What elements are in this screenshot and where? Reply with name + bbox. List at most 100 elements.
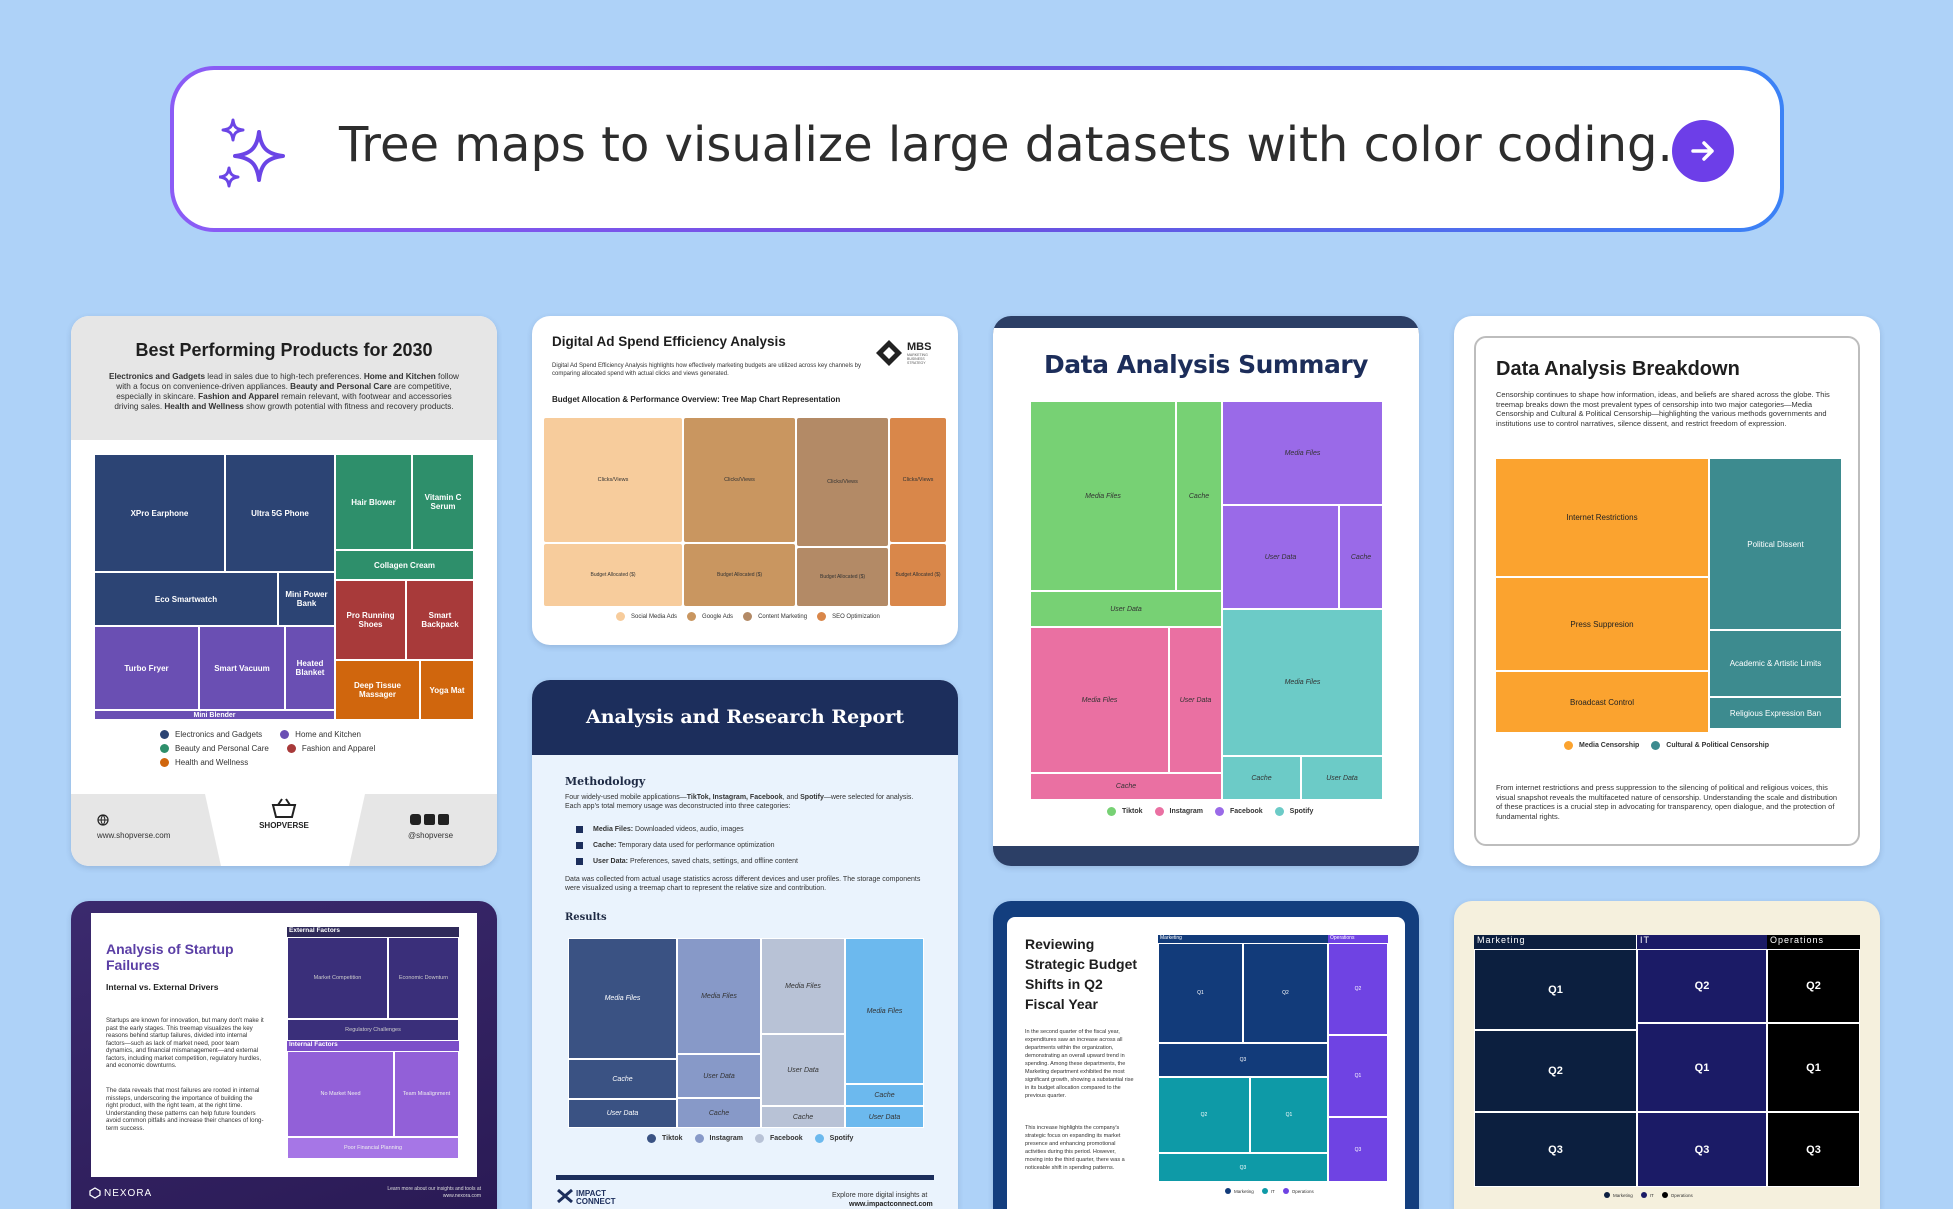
treemap-tile: Q1 bbox=[1328, 1035, 1388, 1117]
template-card-digital-ad-spend[interactable]: Digital Ad Spend Efficiency Analysis MBS… bbox=[532, 316, 958, 645]
method-paragraph: Data was collected from actual usage sta… bbox=[565, 876, 921, 892]
treemap-tile: Media Files bbox=[845, 938, 924, 1084]
facebook-icon bbox=[424, 814, 435, 825]
submit-button[interactable] bbox=[1672, 120, 1734, 182]
treemap-tile: Broadcast Control bbox=[1495, 671, 1709, 733]
treemap-tile: Clicks/Views bbox=[543, 417, 683, 543]
treemap-tile: Pro Running Shoes bbox=[335, 580, 406, 660]
treemap-tile: Q3 bbox=[1158, 1153, 1328, 1182]
treemap-tile: Press Suppresion bbox=[1495, 577, 1709, 671]
template-card-analysis-research-report[interactable]: Analysis and Research Report Methodology… bbox=[532, 680, 958, 1209]
intro-text: Four widely-used mobile applications—Tik… bbox=[565, 794, 914, 810]
treemap-tile: Budget Allocated ($) bbox=[543, 543, 683, 607]
treemap-tile: Heated Blanket bbox=[285, 626, 335, 710]
footer-url: www.impactconnect.com bbox=[849, 1201, 933, 1208]
chart-legend: Marketing IT Operations bbox=[1225, 1188, 1314, 1194]
group-label: IT bbox=[1637, 935, 1767, 949]
section-heading: Results bbox=[565, 912, 607, 923]
treemap-tile: Regulatory Challenges bbox=[287, 1019, 459, 1041]
treemap-tile: Cache bbox=[1339, 505, 1383, 609]
paragraph-1: Startups are known for innovation, but m… bbox=[106, 1017, 264, 1069]
treemap-tile: Clicks/Views bbox=[889, 417, 947, 543]
treemap-tile: Budget Allocated ($) bbox=[683, 543, 796, 607]
card-title: Analysis and Research Report bbox=[586, 706, 904, 728]
treemap-tile: Media Files bbox=[1030, 401, 1176, 591]
template-card-data-analysis-summary[interactable]: Data Analysis Summary Media Files Cache … bbox=[993, 316, 1419, 866]
footer-website: www.shopverse.com bbox=[97, 831, 171, 840]
group-label: Marketing bbox=[1158, 935, 1328, 943]
template-card-department-quarters[interactable]: Marketing Q1 Q2 Q3 IT Q2 Q1 Q3 Operation… bbox=[1454, 901, 1880, 1209]
treemap-tile: Q2 bbox=[1243, 943, 1328, 1043]
treemap-tile: Cache bbox=[1030, 773, 1222, 800]
treemap-tile: Economic Downturn bbox=[388, 937, 459, 1019]
treemap-tile: Q2 bbox=[1637, 949, 1767, 1023]
treemap-tile: Smart Vacuum bbox=[199, 626, 285, 710]
treemap-tile: Q2 bbox=[1474, 1030, 1637, 1112]
treemap-tile: Cache bbox=[761, 1106, 845, 1128]
treemap-tile: Eco Smartwatch bbox=[94, 572, 278, 626]
group-label: Operations bbox=[1328, 935, 1388, 943]
treemap-tile: Q1 bbox=[1474, 949, 1637, 1030]
template-card-best-performing-products[interactable]: Best Performing Products for 2030 Electr… bbox=[71, 316, 497, 866]
treemap-tile: Collagen Cream bbox=[335, 550, 474, 580]
treemap-tile: User Data bbox=[677, 1054, 761, 1098]
nexora-logo-icon bbox=[89, 1187, 101, 1199]
treemap-tile: User Data bbox=[1301, 756, 1383, 800]
treemap-tile: Q2 bbox=[1328, 943, 1388, 1035]
treemap: Media Files Cache User Data Media Files … bbox=[1030, 401, 1383, 800]
treemap-tile: Media Files bbox=[761, 938, 845, 1034]
treemap-tile: Q2 bbox=[1158, 1077, 1250, 1153]
globe-icon bbox=[97, 814, 109, 826]
prompt-search-bar[interactable]: Tree maps to visualize large datasets wi… bbox=[170, 66, 1784, 232]
chart-legend: Electronics and Gadgets Home and Kitchen … bbox=[160, 730, 420, 767]
arrow-right-icon bbox=[1691, 141, 1714, 161]
treemap-tile: User Data bbox=[845, 1106, 924, 1128]
treemap-tile: Media Files bbox=[1030, 627, 1169, 773]
treemap-tile: Political Dissent bbox=[1709, 458, 1842, 630]
template-card-data-analysis-breakdown[interactable]: Data Analysis Breakdown Censorship conti… bbox=[1454, 316, 1880, 866]
treemap: Clicks/Views Budget Allocated ($) Clicks… bbox=[543, 417, 947, 607]
treemap-tile: Q3 bbox=[1158, 1043, 1328, 1077]
treemap-tile: User Data bbox=[1169, 627, 1222, 773]
treemap-tile: Media Files bbox=[1222, 609, 1383, 756]
instagram-icon bbox=[410, 814, 421, 825]
treemap-tile: Q1 bbox=[1767, 1023, 1860, 1112]
brand-name: SHOPVERSE bbox=[259, 821, 309, 830]
bullet-list: Media Files: Downloaded videos, audio, i… bbox=[576, 821, 798, 869]
card-description: Censorship continues to shape how inform… bbox=[1496, 390, 1830, 428]
impact-logo-icon bbox=[557, 1188, 573, 1204]
treemap-tile: Media Files bbox=[1222, 401, 1383, 505]
treemap-tile: Cache bbox=[1176, 401, 1222, 591]
treemap-tile: User Data bbox=[568, 1099, 677, 1128]
chart-legend: Tiktok Instagram Facebook Spotify bbox=[1107, 807, 1313, 816]
treemap-tile: Cache bbox=[845, 1084, 924, 1106]
template-card-budget-shifts[interactable]: Reviewing Strategic Budget Shifts in Q2 … bbox=[993, 901, 1419, 1209]
card-description: Digital Ad Spend Efficiency Analysis hig… bbox=[552, 363, 861, 377]
social-handle: @shopverse bbox=[408, 831, 454, 840]
treemap-tile: Academic & Artistic Limits bbox=[1709, 630, 1842, 697]
card-title: Reviewing Strategic Budget Shifts in Q2 … bbox=[1025, 936, 1138, 1012]
chart-legend: Marketing IT Operations bbox=[1604, 1192, 1693, 1198]
treemap-tile: Hair Blower bbox=[335, 454, 412, 550]
paragraph-2: The data reveals that most failures are … bbox=[106, 1087, 264, 1132]
footer-text: Learn more about our insights and tools … bbox=[387, 1186, 481, 1199]
treemap-tile: Yoga Mat bbox=[420, 660, 474, 720]
treemap-tile: Q1 bbox=[1158, 943, 1243, 1043]
treemap: Marketing Q1 Q2 Q3 IT Q2 Q1 Q3 Operation… bbox=[1158, 935, 1388, 1182]
paragraph-1: In the second quarter of the fiscal year… bbox=[1025, 1029, 1134, 1099]
treemap-tile: Clicks/Views bbox=[683, 417, 796, 543]
treemap-tile: Cache bbox=[568, 1059, 677, 1099]
treemap-tile: Ultra 5G Phone bbox=[225, 454, 335, 572]
search-query-text[interactable]: Tree maps to visualize large datasets wi… bbox=[339, 117, 1704, 173]
group-label: External Factors bbox=[287, 927, 459, 937]
footer-text: Explore more digital insights at bbox=[832, 1192, 928, 1199]
treemap-tile: Budget Allocated ($) bbox=[796, 547, 889, 607]
x-icon bbox=[438, 814, 449, 825]
template-card-startup-failures[interactable]: Analysis of Startup Failures Internal vs… bbox=[71, 901, 497, 1209]
diamond-logo-icon bbox=[876, 340, 902, 366]
treemap-tile: Q3 bbox=[1328, 1117, 1388, 1182]
treemap-tile: Market Competition bbox=[287, 937, 388, 1019]
sparkles-icon bbox=[219, 118, 285, 188]
group-label: Marketing bbox=[1474, 935, 1637, 949]
treemap-tile: Cache bbox=[1222, 756, 1301, 800]
